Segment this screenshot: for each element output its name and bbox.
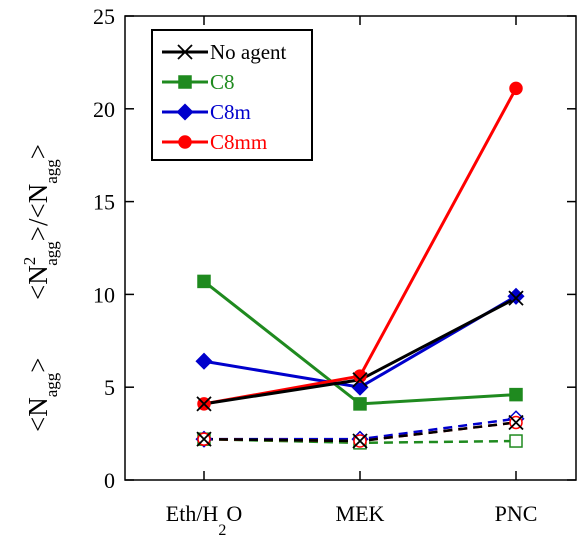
ylabel-upper-sub2: agg [42, 159, 61, 184]
x-tick-label-sub: 2 [218, 522, 226, 539]
legend-label: C8 [210, 70, 235, 94]
data-point-number-avg [196, 431, 212, 447]
x-tick-label: MEK [336, 501, 385, 526]
legend: No agent C8 C8m C8mm [162, 40, 287, 154]
ylabel-lower-main: <N [23, 397, 53, 432]
data-point-weight-avg [353, 369, 367, 383]
data-point-weight-avg [195, 352, 213, 370]
data-point-number-avg [509, 434, 523, 448]
legend-marker [178, 75, 192, 89]
data-point-weight-avg [352, 372, 368, 388]
series-markers [195, 81, 525, 450]
legend-label: C8mm [210, 130, 267, 154]
ylabel-lower-end: > [23, 357, 53, 372]
x-axis-ticks: Eth/H2O MEK PNC [166, 16, 538, 539]
ylabel-upper-sup: 2 [20, 257, 39, 266]
plot-frame [124, 15, 577, 481]
y-tick-label: 5 [104, 375, 115, 400]
x-tick-label: Eth/H2O [166, 501, 242, 539]
data-point-weight-avg [196, 396, 212, 412]
x-tick-label: PNC [495, 501, 538, 526]
data-point-number-avg [352, 433, 368, 449]
x-tick-label-main: PNC [495, 501, 538, 526]
data-point-weight-avg [197, 274, 211, 289]
data-point-number-avg [508, 414, 524, 431]
y-axis-ticks: 0 5 10 15 20 25 [93, 4, 576, 493]
ylabel-lower-sub: agg [42, 372, 61, 397]
ylabel-upper-mid: >/<N [23, 184, 53, 241]
ylabel-upper-sub: agg [42, 241, 61, 266]
data-point-weight-avg [509, 81, 523, 96]
y-tick-label: 20 [93, 97, 115, 122]
x-tick-label-main: MEK [336, 501, 385, 526]
data-point-weight-avg [509, 387, 523, 402]
x-tick-label-main: Eth/H [166, 501, 219, 526]
y-axis-label-upper: <N2 agg>/<Nagg> [20, 144, 61, 300]
data-point-weight-avg [353, 397, 367, 411]
y-tick-label: 25 [93, 4, 115, 29]
legend-label: No agent [210, 40, 287, 64]
y-tick-label: 0 [104, 468, 115, 493]
x-tick-label-tail: O [226, 501, 242, 526]
y-axis-label-lower: <Nagg> [23, 357, 61, 432]
ylabel-upper-main: <N [23, 265, 53, 300]
legend-marker [176, 103, 194, 121]
legend-marker [178, 135, 192, 149]
ylabel-upper-end: > [23, 144, 53, 159]
y-tick-label: 10 [93, 282, 115, 307]
data-point-weight-avg [508, 290, 524, 306]
legend-marker [177, 44, 193, 60]
legend-label: C8m [210, 100, 251, 124]
y-tick-label: 15 [93, 190, 115, 215]
